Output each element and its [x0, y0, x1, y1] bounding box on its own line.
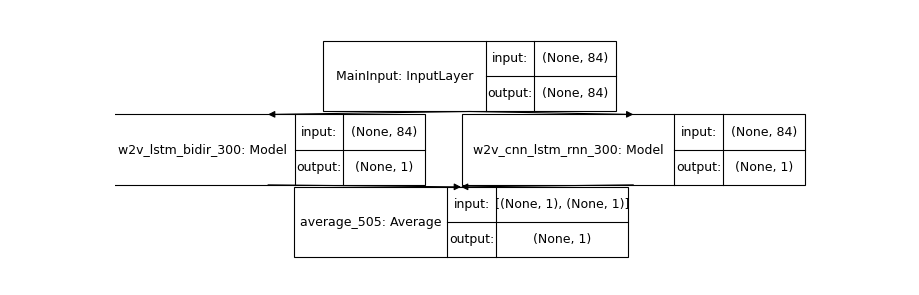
Text: [(None, 1), (None, 1)]: [(None, 1), (None, 1)]	[494, 198, 629, 211]
Text: w2v_lstm_bidir_300: Model: w2v_lstm_bidir_300: Model	[119, 143, 288, 156]
Bar	[462, 114, 805, 185]
Text: (None, 1): (None, 1)	[734, 161, 793, 174]
Text: MainInput: InputLayer: MainInput: InputLayer	[335, 70, 473, 83]
Text: output:: output:	[449, 233, 494, 246]
Text: (None, 84): (None, 84)	[542, 52, 608, 65]
Text: average_505: Average: average_505: Average	[301, 216, 442, 229]
Text: input:: input:	[454, 198, 490, 211]
Text: output:: output:	[296, 161, 342, 174]
Text: (None, 84): (None, 84)	[542, 87, 608, 100]
Bar	[111, 114, 425, 185]
Text: w2v_cnn_lstm_rnn_300: Model: w2v_cnn_lstm_rnn_300: Model	[473, 143, 664, 156]
Text: (None, 1): (None, 1)	[355, 161, 414, 174]
Text: input:: input:	[680, 126, 717, 139]
Text: (None, 1): (None, 1)	[533, 233, 591, 246]
Text: input:: input:	[492, 52, 528, 65]
Text: (None, 84): (None, 84)	[351, 126, 417, 139]
Text: input:: input:	[301, 126, 337, 139]
Text: output:: output:	[487, 87, 532, 100]
Bar	[323, 41, 616, 112]
Text: (None, 84): (None, 84)	[731, 126, 797, 139]
Text: output:: output:	[675, 161, 721, 174]
Bar	[294, 187, 628, 257]
